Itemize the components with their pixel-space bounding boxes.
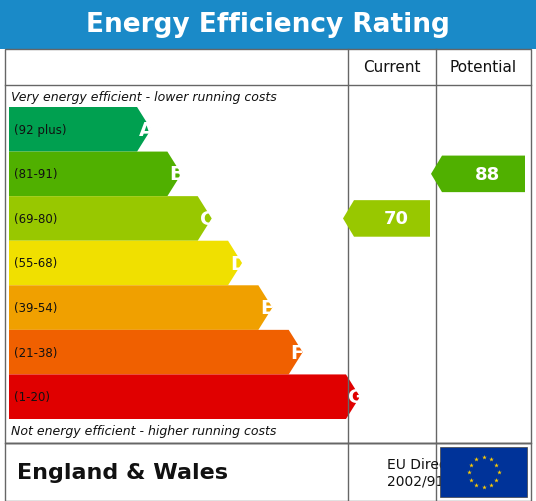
Bar [440, 447, 527, 497]
Text: F: F [291, 343, 304, 362]
Text: (1-20): (1-20) [14, 390, 50, 403]
Text: (92 plus): (92 plus) [14, 124, 66, 136]
Polygon shape [343, 201, 430, 237]
Polygon shape [9, 152, 181, 197]
Polygon shape [9, 330, 303, 375]
Polygon shape [431, 156, 525, 193]
Text: A: A [139, 121, 154, 139]
Text: 70: 70 [383, 210, 408, 228]
Bar [5, 50, 531, 443]
Text: C: C [200, 209, 214, 228]
Text: E: E [260, 299, 274, 318]
Text: (55-68): (55-68) [14, 257, 57, 270]
Text: (69-80): (69-80) [14, 212, 57, 225]
Polygon shape [9, 286, 272, 330]
Text: (39-54): (39-54) [14, 302, 57, 315]
Text: Current: Current [363, 61, 421, 75]
Text: Potential: Potential [450, 61, 517, 75]
Text: 2002/91/EC: 2002/91/EC [387, 474, 467, 488]
Bar [5, 443, 531, 501]
Bar [0, 0, 536, 50]
Polygon shape [9, 241, 242, 286]
Text: EU Directive: EU Directive [387, 457, 473, 471]
Text: Very energy efficient - lower running costs: Very energy efficient - lower running co… [11, 90, 277, 103]
Text: (21-38): (21-38) [14, 346, 57, 359]
Text: Energy Efficiency Rating: Energy Efficiency Rating [86, 12, 450, 38]
Text: G: G [348, 387, 364, 406]
Text: 88: 88 [475, 165, 500, 183]
Polygon shape [9, 108, 151, 152]
Text: (81-91): (81-91) [14, 168, 57, 181]
Text: Not energy efficient - higher running costs: Not energy efficient - higher running co… [11, 425, 277, 438]
Text: D: D [230, 254, 246, 273]
Polygon shape [9, 197, 212, 241]
Polygon shape [9, 375, 360, 419]
Text: B: B [169, 165, 184, 184]
Text: England & Wales: England & Wales [17, 462, 228, 482]
